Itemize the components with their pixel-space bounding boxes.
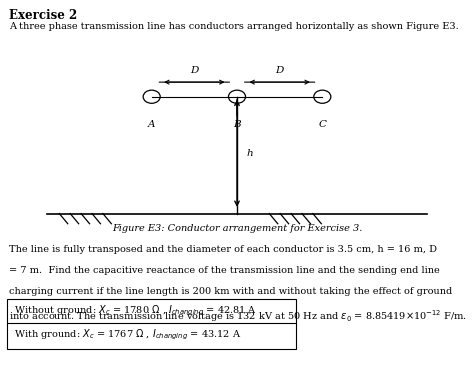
Text: Without ground: $X_c$ = 1780 $\Omega$ , $I_{changing}$ = 42.81 A: Without ground: $X_c$ = 1780 $\Omega$ , …	[14, 303, 257, 318]
Text: With ground: $X_c$ = 1767 $\Omega$ , $I_{changing}$ = 43.12 A: With ground: $X_c$ = 1767 $\Omega$ , $I_…	[14, 328, 242, 342]
Text: D: D	[275, 66, 284, 75]
Text: D: D	[190, 66, 199, 75]
Text: into account. The transmission line voltage is 132 kV at 50 Hz and $\varepsilon_: into account. The transmission line volt…	[9, 308, 467, 324]
Text: Exercise 2: Exercise 2	[9, 9, 78, 22]
Text: charging current if the line length is 200 km with and without taking the effect: charging current if the line length is 2…	[9, 287, 453, 296]
FancyBboxPatch shape	[7, 299, 296, 325]
Text: The line is fully transposed and the diameter of each conductor is 3.5 cm, h = 1: The line is fully transposed and the dia…	[9, 245, 438, 254]
Text: A three phase transmission line has conductors arranged horizontally as shown Fi: A three phase transmission line has cond…	[9, 22, 459, 31]
Text: Figure E3: Conductor arrangement for Exercise 3.: Figure E3: Conductor arrangement for Exe…	[112, 224, 362, 234]
Text: = 7 m.  Find the capacitive reactance of the transmission line and the sending e: = 7 m. Find the capacitive reactance of …	[9, 266, 440, 275]
FancyBboxPatch shape	[7, 323, 296, 349]
Text: B: B	[233, 120, 241, 130]
Text: C: C	[319, 120, 326, 130]
Text: A: A	[148, 120, 155, 130]
Text: h: h	[246, 149, 253, 158]
